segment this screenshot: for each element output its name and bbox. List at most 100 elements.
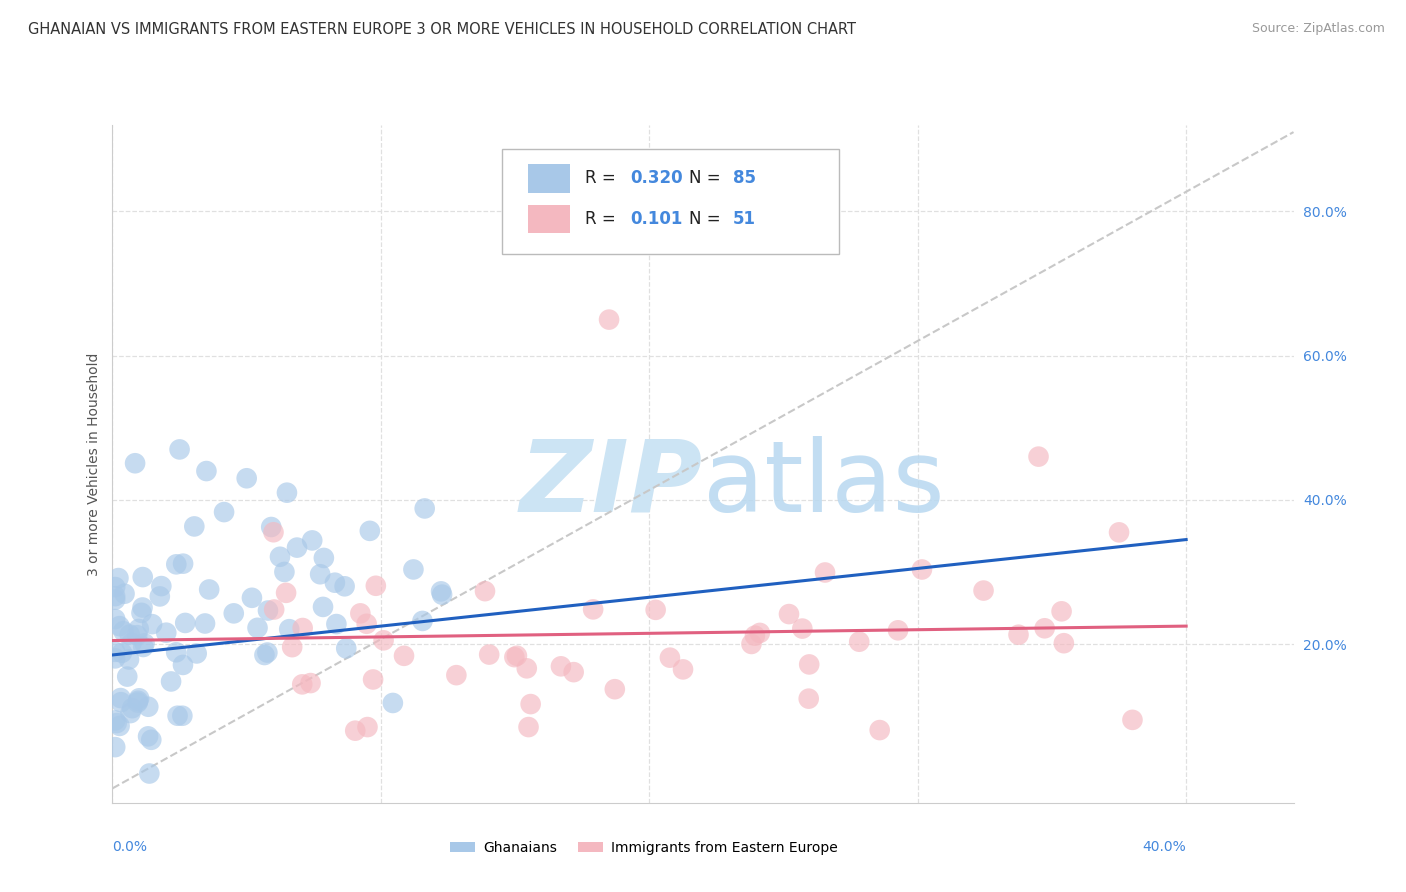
Point bbox=[104, 740, 127, 755]
Point bbox=[672, 662, 695, 676]
Point bbox=[278, 622, 301, 636]
Text: Source: ZipAtlas.com: Source: ZipAtlas.com bbox=[1251, 22, 1385, 36]
Y-axis label: 3 or more Vehicles in Household: 3 or more Vehicles in Household bbox=[87, 352, 101, 575]
Point bbox=[516, 661, 538, 675]
Point bbox=[104, 580, 127, 594]
Point bbox=[744, 629, 766, 643]
Point bbox=[165, 558, 187, 572]
Point bbox=[848, 634, 870, 648]
Point bbox=[356, 616, 378, 631]
Point bbox=[198, 582, 221, 597]
Text: 0.320: 0.320 bbox=[630, 169, 682, 187]
Point bbox=[132, 570, 155, 584]
Point bbox=[114, 587, 136, 601]
Point bbox=[186, 647, 208, 661]
Point bbox=[195, 464, 218, 478]
Point bbox=[792, 622, 814, 636]
Point bbox=[127, 696, 149, 710]
Point bbox=[149, 590, 172, 604]
Point bbox=[183, 519, 205, 533]
Point bbox=[110, 695, 132, 709]
Point bbox=[869, 723, 891, 737]
Text: 85: 85 bbox=[733, 169, 755, 187]
Point bbox=[887, 624, 910, 638]
Point bbox=[301, 533, 323, 548]
Point bbox=[799, 657, 821, 672]
Point bbox=[658, 650, 681, 665]
Point bbox=[344, 723, 367, 738]
Point bbox=[120, 706, 142, 720]
Point bbox=[104, 589, 127, 603]
Point bbox=[598, 312, 620, 326]
Text: N =: N = bbox=[689, 211, 725, 228]
Point bbox=[141, 617, 163, 632]
Point bbox=[740, 637, 762, 651]
Point bbox=[169, 442, 191, 457]
Point bbox=[309, 567, 332, 582]
Point bbox=[273, 565, 295, 579]
Point bbox=[797, 691, 820, 706]
Point bbox=[291, 677, 314, 691]
Text: 40.0%: 40.0% bbox=[1142, 840, 1187, 854]
Point bbox=[402, 562, 425, 576]
Point bbox=[814, 566, 837, 580]
Point bbox=[503, 650, 526, 665]
Point bbox=[118, 652, 141, 666]
Point bbox=[104, 645, 127, 659]
Point bbox=[131, 600, 153, 615]
Point bbox=[118, 627, 141, 641]
Point bbox=[603, 682, 626, 697]
Point bbox=[333, 579, 356, 593]
Point bbox=[166, 708, 188, 723]
Point bbox=[478, 648, 501, 662]
Point bbox=[299, 676, 322, 690]
Point bbox=[644, 603, 666, 617]
Point bbox=[1033, 621, 1056, 635]
Point bbox=[517, 720, 540, 734]
Point bbox=[349, 607, 371, 621]
Point bbox=[1007, 628, 1029, 642]
Point bbox=[281, 640, 304, 655]
Point bbox=[582, 602, 605, 616]
Point bbox=[1053, 636, 1076, 650]
Bar bbox=[529, 164, 569, 193]
Point bbox=[381, 696, 404, 710]
Point bbox=[359, 524, 381, 538]
Point bbox=[411, 614, 433, 628]
Point bbox=[356, 720, 378, 734]
Point bbox=[108, 719, 131, 733]
Point bbox=[325, 617, 347, 632]
Point bbox=[246, 621, 269, 635]
Point bbox=[323, 575, 346, 590]
Point bbox=[131, 606, 153, 620]
Point bbox=[562, 665, 585, 680]
Point bbox=[160, 674, 183, 689]
Text: R =: R = bbox=[585, 169, 621, 187]
Text: GHANAIAN VS IMMIGRANTS FROM EASTERN EUROPE 3 OR MORE VEHICLES IN HOUSEHOLD CORRE: GHANAIAN VS IMMIGRANTS FROM EASTERN EURO… bbox=[28, 22, 856, 37]
Bar bbox=[529, 205, 569, 234]
Point bbox=[373, 633, 395, 648]
Point bbox=[263, 525, 285, 540]
Point bbox=[911, 562, 934, 576]
Point bbox=[222, 607, 245, 621]
Point bbox=[141, 732, 163, 747]
Point bbox=[111, 646, 134, 660]
Point bbox=[105, 716, 128, 731]
Point bbox=[274, 586, 297, 600]
Point bbox=[519, 697, 541, 711]
Point bbox=[1050, 604, 1073, 618]
Point bbox=[446, 668, 468, 682]
Point bbox=[104, 714, 127, 728]
Text: atlas: atlas bbox=[703, 435, 945, 533]
Point bbox=[235, 471, 257, 485]
Text: ZIP: ZIP bbox=[520, 435, 703, 533]
Point bbox=[172, 557, 194, 571]
Point bbox=[256, 646, 278, 660]
Point bbox=[174, 615, 197, 630]
Point bbox=[257, 603, 280, 617]
Point bbox=[128, 622, 150, 636]
Text: R =: R = bbox=[585, 211, 621, 228]
Point bbox=[263, 602, 285, 616]
Point bbox=[108, 619, 131, 633]
Point bbox=[1121, 713, 1143, 727]
